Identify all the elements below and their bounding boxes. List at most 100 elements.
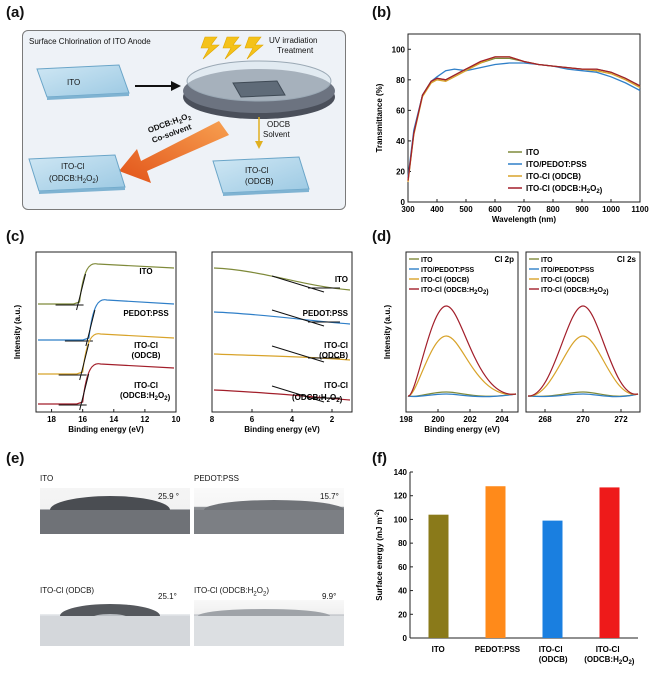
bar-label-2-0: ITO-Cl [539,645,563,654]
d-left-x-tick-label: 204 [495,415,509,424]
c-left-x-tick-label: 14 [109,415,118,424]
c-right-tangent-1 [271,309,325,327]
panel-label-f: (f) [372,450,387,467]
c-left-frame [35,251,177,413]
bar-0 [428,514,449,638]
bar-1 [485,486,506,638]
d-left-legend-label-1: ITO/PEDOT:PSS [421,267,474,274]
f-y-tick-label: 140 [394,468,408,477]
uv-label-1: UV irradiation [269,36,317,45]
plot-frame [407,33,641,203]
cosolvent-arrow [119,121,229,183]
series-line-2 [407,56,641,183]
d-left-x-tick-label: 198 [399,415,413,424]
bar-3 [599,487,620,638]
x-tick-label: 900 [575,205,589,214]
d-left-legend-label-2: ITO-Cl (ODCB) [421,277,469,284]
series-line-3 [407,56,641,181]
itocl-odcb-label-2: (ODCB) [245,177,274,186]
f-y-axis-label: Surface energy (mJ m-2) [375,509,384,601]
c-right-label-h2o2-1: ITO-Cl [324,381,348,390]
d-right-legend-label-3: ITO-Cl (ODCB:H2O2) [541,287,609,296]
odcb-solvent-label-2: Solvent [263,130,290,139]
c-left-tangent-3 [79,373,90,411]
process-arrow [135,81,181,91]
panel-label-b: (b) [372,4,392,21]
legend-label-2: ITO-Cl (ODCB) [526,172,581,181]
c-left-label-odcb-2: (ODCB) [132,351,161,360]
c-left-label-h2o2-2: (ODCB:H2O2) [120,391,171,402]
c-left-tangent-2 [79,343,90,381]
c-left-series-3 [38,363,175,405]
d-left-title: Cl 2p [494,255,514,264]
d-right-x-tick-label: 272 [614,415,628,424]
c-right-x-tick-label: 4 [290,415,295,424]
d-right-x-tick-label: 268 [538,415,552,424]
photo-ito-label: ITO [40,474,54,483]
d-x-axis-label: Binding energy (eV) [424,425,500,434]
series-line-0 [407,57,641,181]
chart-f: 0 20 40 60 80 100 120 140 Surface energy (mJ m-2… [375,468,638,666]
bar-label-0-0: ITO [432,645,445,654]
c-left-tangent-0 [76,273,87,311]
c-right-series-3 [213,389,351,401]
c-left-x-tick-label: 10 [172,415,181,424]
c-left-label-ito: ITO [139,267,152,276]
c-right-x-tick-label: 2 [330,415,335,424]
photo-itocl-h2o2 [194,600,344,646]
d-right-legend-label-1: ITO/PEDOT:PSS [541,267,594,274]
d-left-frame [405,251,519,413]
d-right-legend-label-0: ITO [541,257,553,264]
odcb-arrow [255,117,263,149]
itocl-h2o2-slide: ITO-Cl (ODCB:H2O2) [28,154,126,194]
c-right-label-ito: ITO [335,275,348,284]
d-right-x-tick-label: 270 [576,415,590,424]
c-left-x-axis-label: Binding energy (eV) [68,425,144,434]
d-left-legend-label-3: ITO-Cl (ODCB:H2O2) [421,287,489,296]
y-tick-label: 60 [396,106,405,115]
schematic-drawing: Surface Chlorination of ITO Anode ITO UV… [28,36,335,196]
c-left-tangent-1 [85,309,96,347]
d-left-x-tick-label: 202 [463,415,477,424]
uv-label-2: Treatment [277,46,314,55]
x-tick-label: 800 [546,205,560,214]
photo-itocl-h2o2-angle: 9.9° [322,592,337,601]
d-right-series-3 [527,305,639,397]
x-tick-label: 1100 [631,205,649,214]
x-tick-label: 600 [488,205,502,214]
f-y-tick-label: 100 [394,515,408,524]
photo-ito-angle: 25.9 ° [158,492,179,501]
chart-b: 300 400 500 600 700 800 900 1000 1100 0 20 40 60 80 10… [375,33,649,224]
odcb-solvent-label-1: ODCB [267,120,290,129]
schematic-panel: Surface Chlorination of ITO Anode ITO UV… [22,30,346,210]
chart-d: 198 200 202 204 Cl 2p ITO ITO/PEDOT:PSS ITO-Cl … [383,251,641,434]
d-left-series-1 [407,393,517,398]
bar-label-3-0: ITO-Cl [596,645,620,654]
itocl-h2o2-label-2: (ODCB:H2O2) [49,174,99,185]
d-right-series-2 [527,335,639,397]
c-right-frame [211,251,353,413]
c-left-y-axis-label: Intensity (a.u.) [13,305,22,360]
c-left-x-tick-label: 18 [47,415,56,424]
y-tick-label: 40 [396,137,405,146]
y-tick-label: 20 [396,167,405,176]
legend-label-1: ITO/PEDOT:PSS [526,160,587,169]
c-left-label-pedot: PEDOT:PSS [123,309,169,318]
x-tick-label: 400 [430,205,444,214]
ito-slide-label: ITO [67,78,80,87]
x-tick-label: 700 [517,205,531,214]
bar-label-3-1: (ODCB:H2O2) [584,655,635,666]
uv-lightning-icon [200,36,264,60]
c-left-series-2 [38,333,175,375]
contact-angle-panel: ITO 25.9 ° PEDOT:PSS 15.7° ITO-Cl (ODCB)… [30,474,350,654]
photo-pedot [194,488,344,534]
itocl-odcb-label-1: ITO-Cl [245,166,269,175]
legend-label-3: ITO-Cl (ODCB:H2O2) [526,184,603,195]
legend-label-0: ITO [526,148,539,157]
photo-pedot-angle: 15.7° [320,492,339,501]
f-y-tick-label: 0 [403,634,408,643]
f-y-tick-label: 20 [398,610,407,619]
c-right-label-h2o2-2: (ODCB:H2O2) [292,393,343,404]
c-right-tangent-3 [271,385,325,403]
photo-itocl-odcb [40,600,190,646]
